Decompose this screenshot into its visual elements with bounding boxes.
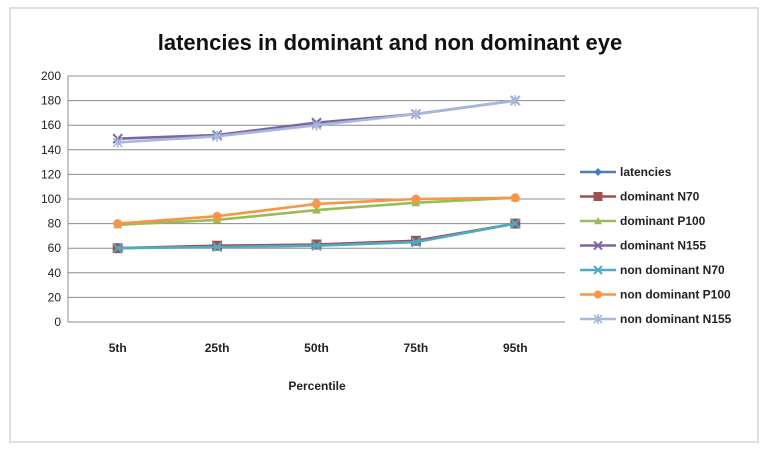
- data-point: [113, 219, 123, 229]
- y-tick-label: 160: [41, 118, 61, 132]
- x-tick-label: 95th: [503, 341, 528, 355]
- x-axis-title: Percentile: [288, 379, 346, 393]
- legend-marker: [594, 290, 602, 299]
- y-tick-label: 180: [41, 94, 61, 108]
- legend-label: dominant N70: [620, 190, 700, 204]
- data-point: [510, 193, 520, 203]
- legend-marker: [594, 217, 602, 225]
- data-point: [211, 241, 223, 253]
- data-point: [411, 194, 421, 204]
- data-point: [510, 218, 521, 229]
- y-tick-label: 20: [48, 290, 62, 304]
- legend-marker: [593, 240, 603, 251]
- y-tick-label: 140: [41, 143, 61, 157]
- y-tick-label: 100: [41, 192, 61, 206]
- legend-label: dominant N155: [620, 239, 706, 253]
- data-point: [311, 240, 322, 251]
- legend-label: dominant P100: [620, 214, 706, 228]
- x-tick-label: 25th: [205, 341, 230, 355]
- y-tick-label: 40: [48, 266, 62, 280]
- y-tick-label: 80: [48, 217, 62, 231]
- y-tick-label: 120: [41, 167, 61, 181]
- data-point: [212, 130, 223, 142]
- x-tick-label: 50th: [304, 341, 329, 355]
- x-tick-label: 75th: [404, 341, 429, 355]
- y-tick-label: 0: [54, 315, 61, 329]
- legend-label: latencies: [620, 165, 672, 179]
- chart-title: latencies in dominant and non dominant e…: [158, 30, 623, 55]
- data-point: [312, 199, 321, 209]
- data-point: [410, 236, 422, 248]
- x-tick-label: 5th: [109, 341, 127, 355]
- data-point: [112, 136, 123, 148]
- legend-marker: [593, 265, 603, 275]
- plot-area: 0 20 40 60 80 100 120 140 160 180 200 5th 25th 50th 75…: [41, 69, 565, 355]
- data-point: [312, 205, 321, 214]
- data-point: [311, 119, 322, 131]
- data-point: [112, 242, 123, 254]
- y-tick-label: 200: [41, 69, 61, 83]
- legend-label: non dominant N70: [620, 263, 725, 277]
- data-point: [410, 108, 421, 120]
- legend-marker: [593, 192, 603, 201]
- data-point: [510, 95, 521, 107]
- y-tick-label: 60: [48, 241, 62, 255]
- legend-marker: [593, 314, 603, 324]
- legend-label: non dominant P100: [620, 288, 731, 302]
- legend-label: non dominant N155: [620, 312, 732, 326]
- legend-marker: [594, 168, 602, 176]
- legend: latencies dominant N70 dominant P100 domina…: [580, 165, 732, 326]
- data-point: [212, 211, 222, 221]
